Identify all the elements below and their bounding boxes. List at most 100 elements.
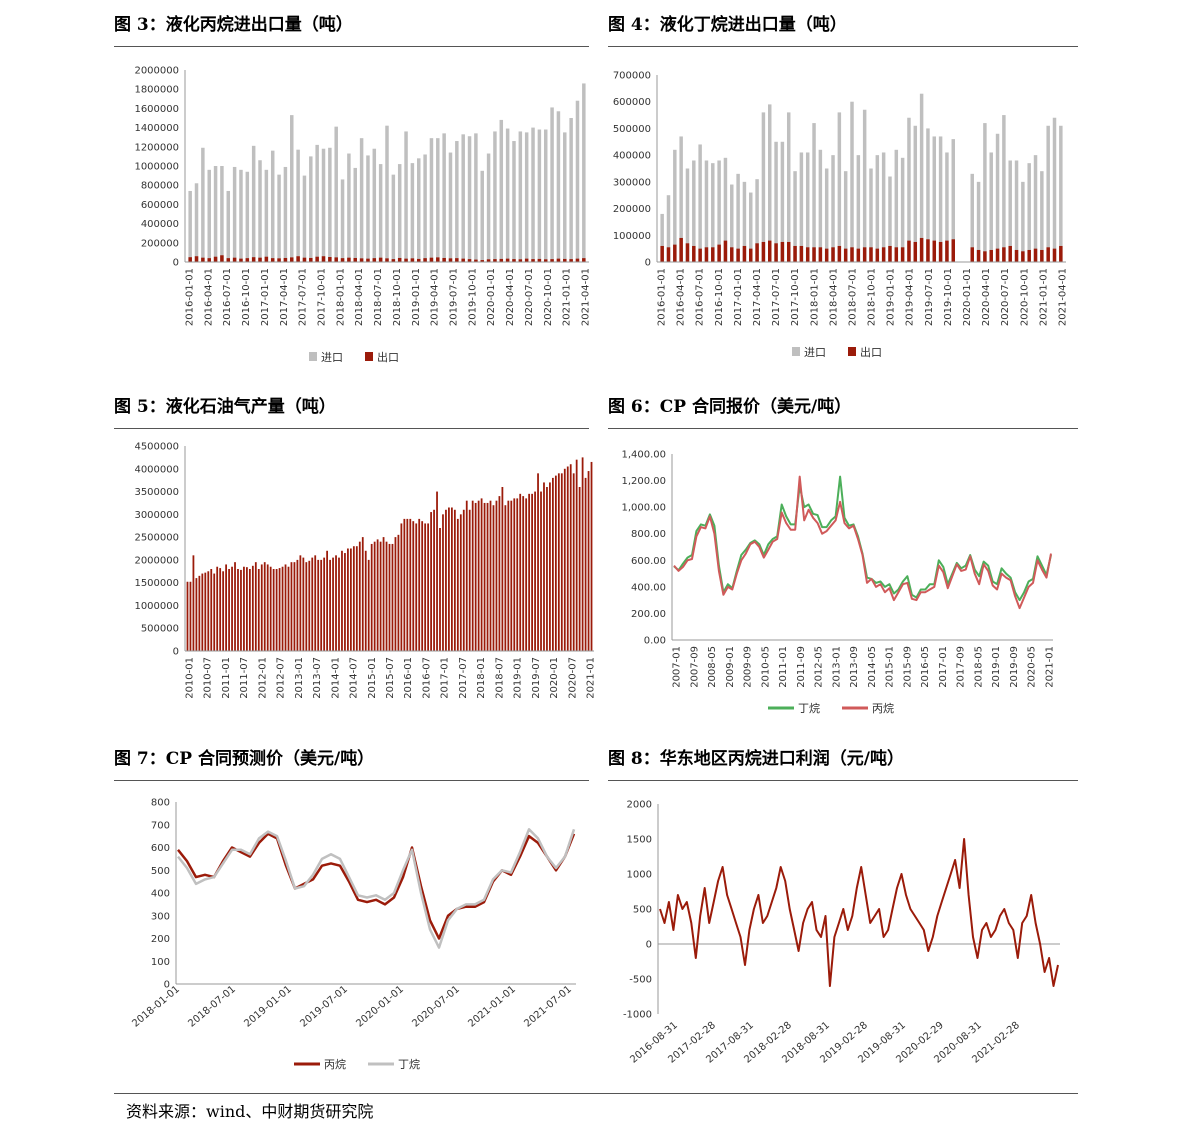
fig3-bar-import [188, 190, 192, 262]
fig4-bar-export [907, 240, 911, 262]
fig4-bar-export [749, 248, 753, 262]
fig3-bar-import [512, 141, 516, 262]
fig5-bar [260, 564, 263, 651]
fig4-bar-import [824, 168, 829, 262]
fig5-bar [323, 557, 326, 651]
fig5-bar [287, 566, 290, 651]
fig5-bar [311, 557, 314, 651]
fig5-bar [400, 523, 403, 651]
fig3-bar-import [397, 164, 402, 262]
fig3-bar-import [467, 136, 472, 262]
fig5-bar [201, 573, 204, 651]
fig4-bar-import [805, 152, 810, 262]
fig4-bar-export [1040, 249, 1044, 262]
fig3-bar-export [442, 257, 446, 262]
fig5-bar [299, 555, 302, 651]
fig3-bar-export [270, 258, 275, 262]
fig4-bar-export [679, 237, 683, 262]
fig5-bar [388, 543, 391, 651]
fig6-xtick: 2019-09 [1009, 646, 1020, 688]
fig4-bar-import [875, 155, 880, 262]
fig3-bar-export [366, 258, 370, 262]
fig3-xtick: 2020-10-01 [543, 268, 554, 326]
fig4-bar-export [717, 244, 721, 262]
fig4-bar-export [730, 247, 734, 262]
fig3-bar-import [429, 138, 434, 262]
fig3-bar-export [518, 259, 523, 262]
fig5-bar [501, 487, 504, 651]
fig6-xtick: 2011-01 [778, 646, 789, 688]
fig4-bar-import [685, 168, 690, 262]
fig4-rule [608, 46, 1078, 47]
fig3-xtick: 2019-04-01 [430, 268, 441, 326]
fig3-bar-export [353, 257, 357, 262]
fig5-bar [566, 466, 569, 651]
fig3-bar-import [404, 131, 408, 262]
fig3-bar-import [493, 131, 497, 262]
fig5-bar [513, 498, 516, 651]
fig4-bar-export [768, 240, 772, 262]
fig3-bar-import [366, 155, 370, 262]
fig6-ytick: 1,400.00 [621, 450, 666, 461]
fig4-bar-export [711, 247, 715, 262]
fig5-bar [581, 457, 584, 651]
fig4-bar-export [1014, 249, 1019, 262]
fig4-bar-export [862, 247, 867, 262]
fig4-bar-import [1002, 115, 1006, 262]
fig3-xtick: 2017-10-01 [317, 268, 328, 326]
fig4-bar-import [919, 93, 924, 262]
fig6-xtick: 2020-05 [1027, 646, 1038, 688]
fig5-bar [361, 537, 364, 651]
fig3-bar-export [258, 257, 262, 262]
fig5-bar [370, 543, 373, 651]
fig4-bar-import [888, 176, 892, 262]
fig3-bar-import [264, 169, 269, 262]
fig3-xtick: 2018-10-01 [392, 268, 403, 326]
fig7-xtick: 2019-01-01 [242, 984, 294, 1030]
fig3-bar-export [201, 257, 205, 262]
fig3-bar-import [550, 107, 554, 262]
fig3-xtick: 2021-01-01 [562, 268, 573, 326]
fig5-bar [314, 555, 317, 651]
fig4-bar-import [673, 149, 677, 262]
fig3-xtick: 2019-07-01 [449, 268, 460, 326]
fig5-bar [403, 518, 406, 651]
fig3-bar-export [397, 257, 402, 262]
fig5-bar [225, 564, 227, 651]
fig4-bar-import [1052, 117, 1057, 262]
fig3-bar-export [563, 258, 567, 262]
fig8-ytick: 1000 [627, 870, 652, 881]
fig5-xtick: 2021-01 [586, 657, 597, 699]
fig5-xtick: 2014-07 [349, 657, 360, 699]
fig5-xtick: 2018-07 [494, 657, 505, 699]
fig6-xtick: 2009-09 [743, 646, 754, 688]
fig3-xtick: 2020-07-01 [524, 268, 535, 326]
fig4-xtick: 2019-04-01 [905, 268, 916, 326]
fig4-legend-label: 进口 [804, 346, 826, 359]
fig4-bar-export [881, 247, 886, 262]
fig5-bar [504, 505, 507, 651]
fig5-bar [549, 482, 551, 651]
fig5-bar [424, 523, 427, 651]
fig5-bar [445, 509, 447, 651]
fig4-bar-export [673, 244, 677, 262]
fig5-bar [326, 550, 329, 651]
fig3-bar-import [575, 100, 580, 262]
fig4-bar-import [894, 149, 899, 262]
fig3-bar-import [251, 145, 256, 262]
fig4-bar-import [938, 136, 943, 262]
fig3-bar-import [436, 138, 440, 262]
fig7-xtick: 2021-07-01 [522, 984, 574, 1030]
fig5-bar [575, 459, 578, 651]
fig4-bar-import [698, 144, 702, 262]
fig7-title: 图 7：CP 合同预测价（美元/吨） [114, 749, 375, 769]
fig4-bar-export [894, 247, 899, 262]
fig4-bar-export [938, 241, 943, 262]
fig3-bar-import [505, 128, 510, 262]
fig6-ytick: 1,000.00 [621, 503, 666, 514]
fig4-bar-import [723, 157, 728, 262]
fig4-xtick: 2017-10-01 [790, 268, 801, 326]
fig5-bar [531, 493, 533, 651]
fig4-bar-export [812, 247, 816, 262]
